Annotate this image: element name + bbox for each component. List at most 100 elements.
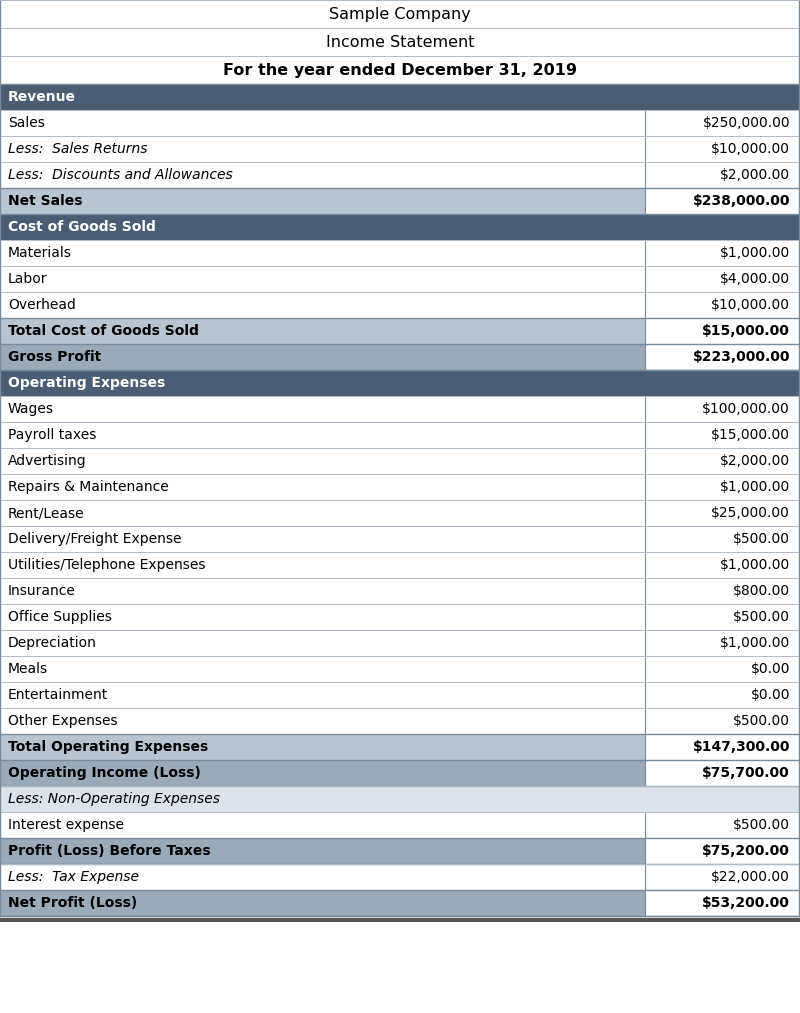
Text: Utilities/Telephone Expenses: Utilities/Telephone Expenses [8, 558, 206, 572]
Text: $250,000.00: $250,000.00 [702, 116, 790, 130]
Bar [0, 630, 800, 656]
Text: $4,000.00: $4,000.00 [720, 272, 790, 286]
Text: $800.00: $800.00 [733, 585, 790, 598]
Text: Office Supplies: Office Supplies [8, 610, 112, 624]
Text: Meals: Meals [8, 663, 48, 676]
Bar [645, 812, 800, 838]
Text: $15,000.00: $15,000.00 [702, 324, 790, 338]
Bar [645, 396, 800, 422]
Text: $0.00: $0.00 [750, 663, 790, 676]
Bar [645, 734, 800, 760]
Text: $10,000.00: $10,000.00 [711, 142, 790, 156]
Text: $500.00: $500.00 [733, 532, 790, 546]
Text: Profit (Loss) Before Taxes: Profit (Loss) Before Taxes [8, 844, 210, 858]
Text: Labor: Labor [8, 272, 47, 286]
Bar [0, 266, 800, 292]
Bar [0, 136, 800, 162]
Bar [0, 604, 800, 630]
Bar [645, 422, 800, 448]
Text: Revenue: Revenue [8, 90, 76, 104]
Text: $1,000.00: $1,000.00 [720, 636, 790, 650]
Text: Sales: Sales [8, 116, 45, 130]
Text: Repairs & Maintenance: Repairs & Maintenance [8, 480, 169, 494]
Bar [0, 552, 800, 578]
Text: Wages: Wages [8, 402, 54, 416]
Text: $25,000.00: $25,000.00 [711, 506, 790, 520]
Bar [645, 760, 800, 786]
Bar [645, 344, 800, 370]
Bar [0, 162, 800, 188]
Bar [0, 578, 800, 604]
Text: Less:  Discounts and Allowances: Less: Discounts and Allowances [8, 168, 233, 182]
Text: $2,000.00: $2,000.00 [720, 454, 790, 468]
Bar [645, 656, 800, 682]
Text: Less:  Sales Returns: Less: Sales Returns [8, 142, 147, 156]
Text: Net Sales: Net Sales [8, 194, 82, 208]
Bar [0, 474, 800, 500]
Bar [0, 422, 800, 448]
Bar [645, 604, 800, 630]
Text: $75,700.00: $75,700.00 [702, 766, 790, 780]
Bar [0, 28, 800, 56]
Bar [645, 578, 800, 604]
Bar [0, 682, 800, 708]
Bar [645, 838, 800, 864]
Text: Operating Expenses: Operating Expenses [8, 376, 166, 390]
Bar [645, 864, 800, 890]
Text: Entertainment: Entertainment [8, 688, 108, 702]
Text: $500.00: $500.00 [733, 819, 790, 832]
Bar [0, 864, 800, 890]
Bar [645, 630, 800, 656]
Bar [645, 500, 800, 526]
Text: $500.00: $500.00 [733, 714, 790, 728]
Text: Materials: Materials [8, 246, 72, 260]
Text: Total Cost of Goods Sold: Total Cost of Goods Sold [8, 324, 199, 338]
Bar [0, 812, 800, 838]
Text: Interest expense: Interest expense [8, 819, 124, 832]
Text: $75,200.00: $75,200.00 [702, 844, 790, 858]
Text: $1,000.00: $1,000.00 [720, 246, 790, 260]
Bar [645, 162, 800, 188]
Bar [645, 292, 800, 318]
Text: Net Profit (Loss): Net Profit (Loss) [8, 897, 138, 910]
Bar [0, 448, 800, 474]
Bar [645, 318, 800, 344]
Bar [0, 56, 800, 84]
Text: Delivery/Freight Expense: Delivery/Freight Expense [8, 532, 182, 546]
Bar [0, 838, 800, 864]
Bar [645, 526, 800, 552]
Text: Sample Company: Sample Company [329, 6, 471, 21]
Bar [645, 266, 800, 292]
Bar [645, 708, 800, 734]
Bar [0, 344, 800, 370]
Text: Insurance: Insurance [8, 585, 76, 598]
Bar [645, 890, 800, 916]
Bar [0, 526, 800, 552]
Bar [0, 890, 800, 916]
Bar [645, 240, 800, 266]
Text: Rent/Lease: Rent/Lease [8, 506, 85, 520]
Bar [645, 188, 800, 214]
Text: Advertising: Advertising [8, 454, 86, 468]
Bar [0, 214, 800, 240]
Text: $223,000.00: $223,000.00 [693, 350, 790, 364]
Bar [645, 474, 800, 500]
Text: Cost of Goods Sold: Cost of Goods Sold [8, 220, 156, 234]
Text: Less: Non-Operating Expenses: Less: Non-Operating Expenses [8, 792, 220, 806]
Bar [645, 448, 800, 474]
Text: Less:  Tax Expense: Less: Tax Expense [8, 870, 139, 884]
Bar [0, 708, 800, 734]
Bar [0, 292, 800, 318]
Text: $100,000.00: $100,000.00 [702, 402, 790, 416]
Bar [0, 760, 800, 786]
Text: $15,000.00: $15,000.00 [711, 428, 790, 442]
Text: $22,000.00: $22,000.00 [711, 870, 790, 884]
Text: $2,000.00: $2,000.00 [720, 168, 790, 182]
Bar [0, 84, 800, 110]
Text: Other Expenses: Other Expenses [8, 714, 118, 728]
Text: $238,000.00: $238,000.00 [693, 194, 790, 208]
Text: $1,000.00: $1,000.00 [720, 480, 790, 494]
Text: Income Statement: Income Statement [326, 34, 474, 50]
Bar [0, 396, 800, 422]
Text: $53,200.00: $53,200.00 [702, 897, 790, 910]
